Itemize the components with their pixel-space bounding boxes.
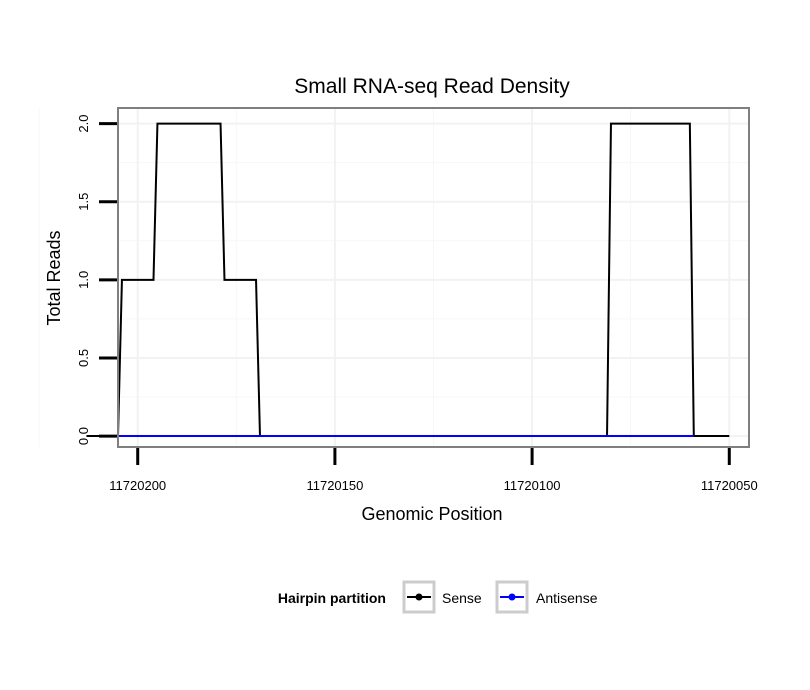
legend-label-antisense: Antisense (536, 590, 598, 606)
plot-border (117, 107, 750, 448)
y-axis: 0.0 0.5 1.0 1.5 2.0 (76, 115, 117, 445)
y-tick-label: 0.0 (76, 427, 91, 445)
legend-label-sense: Sense (442, 590, 482, 606)
x-tick-label: 11720100 (504, 478, 561, 493)
y-tick-label: 0.5 (76, 349, 91, 367)
y-axis-title: Total Reads (44, 230, 64, 325)
x-axis-title: Genomic Position (361, 504, 502, 524)
y-tick-label: 1.0 (76, 271, 91, 289)
data-series (86, 122, 730, 438)
legend: Hairpin partition Sense Antisense (278, 580, 598, 614)
x-tick-label: 11720200 (109, 478, 166, 493)
x-tick-label: 11720150 (306, 478, 363, 493)
x-axis: 11720200 11720150 11720100 11720050 (109, 448, 758, 493)
x-tick-label: 11720050 (701, 478, 758, 493)
legend-point-sense (415, 593, 423, 601)
y-tick-label: 2.0 (76, 115, 91, 133)
legend-title: Hairpin partition (278, 590, 386, 606)
legend-entry-sense: Sense (402, 580, 482, 614)
legend-point-antisense (508, 593, 516, 601)
y-tick-label: 1.5 (76, 193, 91, 211)
legend-entry-antisense: Antisense (495, 580, 598, 614)
chart-title: Small RNA-seq Read Density (294, 75, 570, 98)
series-line-sense (86, 122, 730, 438)
